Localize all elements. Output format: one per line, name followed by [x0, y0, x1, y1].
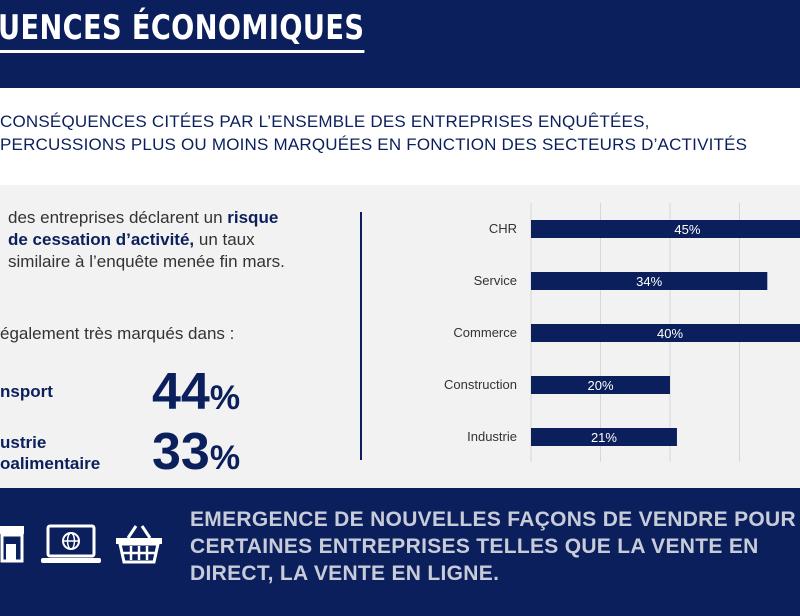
stat-value-agroalimentaire: 33% [152, 426, 240, 484]
bar-industrie [531, 428, 677, 446]
subtitle-line-1: CONSÉQUENCES CITÉES PAR L’ENSEMBLE DES E… [0, 112, 650, 131]
intro-part-3: un taux similaire à l’enquête menée fin … [8, 230, 285, 271]
shopping-basket-icon [116, 525, 162, 564]
category-label: Commerce [453, 325, 517, 340]
stat-unit: % [209, 439, 241, 477]
bar-service [531, 272, 768, 290]
bar-value-label: 40% [657, 326, 683, 341]
category-label: Industrie [467, 429, 517, 444]
stat-label-line-1: ustrie [0, 433, 47, 452]
marked-sectors-intro: également très marqués dans : [0, 324, 235, 343]
category-label: CHR [489, 221, 517, 236]
intro-highlight: risque de cessation d’activité, [8, 208, 279, 249]
stat-number: 33 [152, 423, 210, 481]
laptop-globe-icon [41, 524, 101, 563]
category-label: Construction [444, 377, 517, 392]
top-banner: UENCES ÉCONOMIQUES [0, 0, 800, 88]
shop-icon [0, 526, 24, 563]
bar-commerce [531, 324, 800, 342]
bar-chr [531, 220, 800, 238]
stat-label-line-2: oalimentaire [0, 454, 101, 473]
intro-text: des entreprises déclarent un risque de c… [8, 207, 298, 273]
subtitle: CONSÉQUENCES CITÉES PAR L’ENSEMBLE DES E… [0, 110, 800, 156]
bar-construction [531, 376, 670, 394]
bar-value-label: 45% [674, 222, 700, 237]
sector-bar-chart: CHR 45% Service 34% Commerce 40% Construction 2… [444, 203, 800, 462]
stat-value-transport: 44% [152, 366, 240, 424]
stat-label-transport: nsport [0, 382, 53, 401]
stat-number: 44 [152, 363, 210, 421]
panel-divider [360, 212, 362, 460]
subtitle-line-2: PERCUSSIONS PLUS OU MOINS MARQUÉES EN FO… [0, 135, 748, 154]
bar-value-label: 20% [587, 378, 613, 393]
bottom-message: EMERGENCE DE NOUVELLES FAÇONS DE VENDRE … [190, 508, 796, 585]
intro-part-1: des entreprises déclarent un [8, 208, 223, 227]
stat-unit: % [209, 379, 241, 417]
bar-value-label: 34% [636, 274, 662, 289]
bar-value-label: 21% [591, 430, 617, 445]
page-title: UENCES ÉCONOMIQUES [0, 8, 365, 53]
stat-label-agroalimentaire: ustrie oalimentaire [0, 432, 100, 474]
category-label: Service [474, 273, 517, 288]
